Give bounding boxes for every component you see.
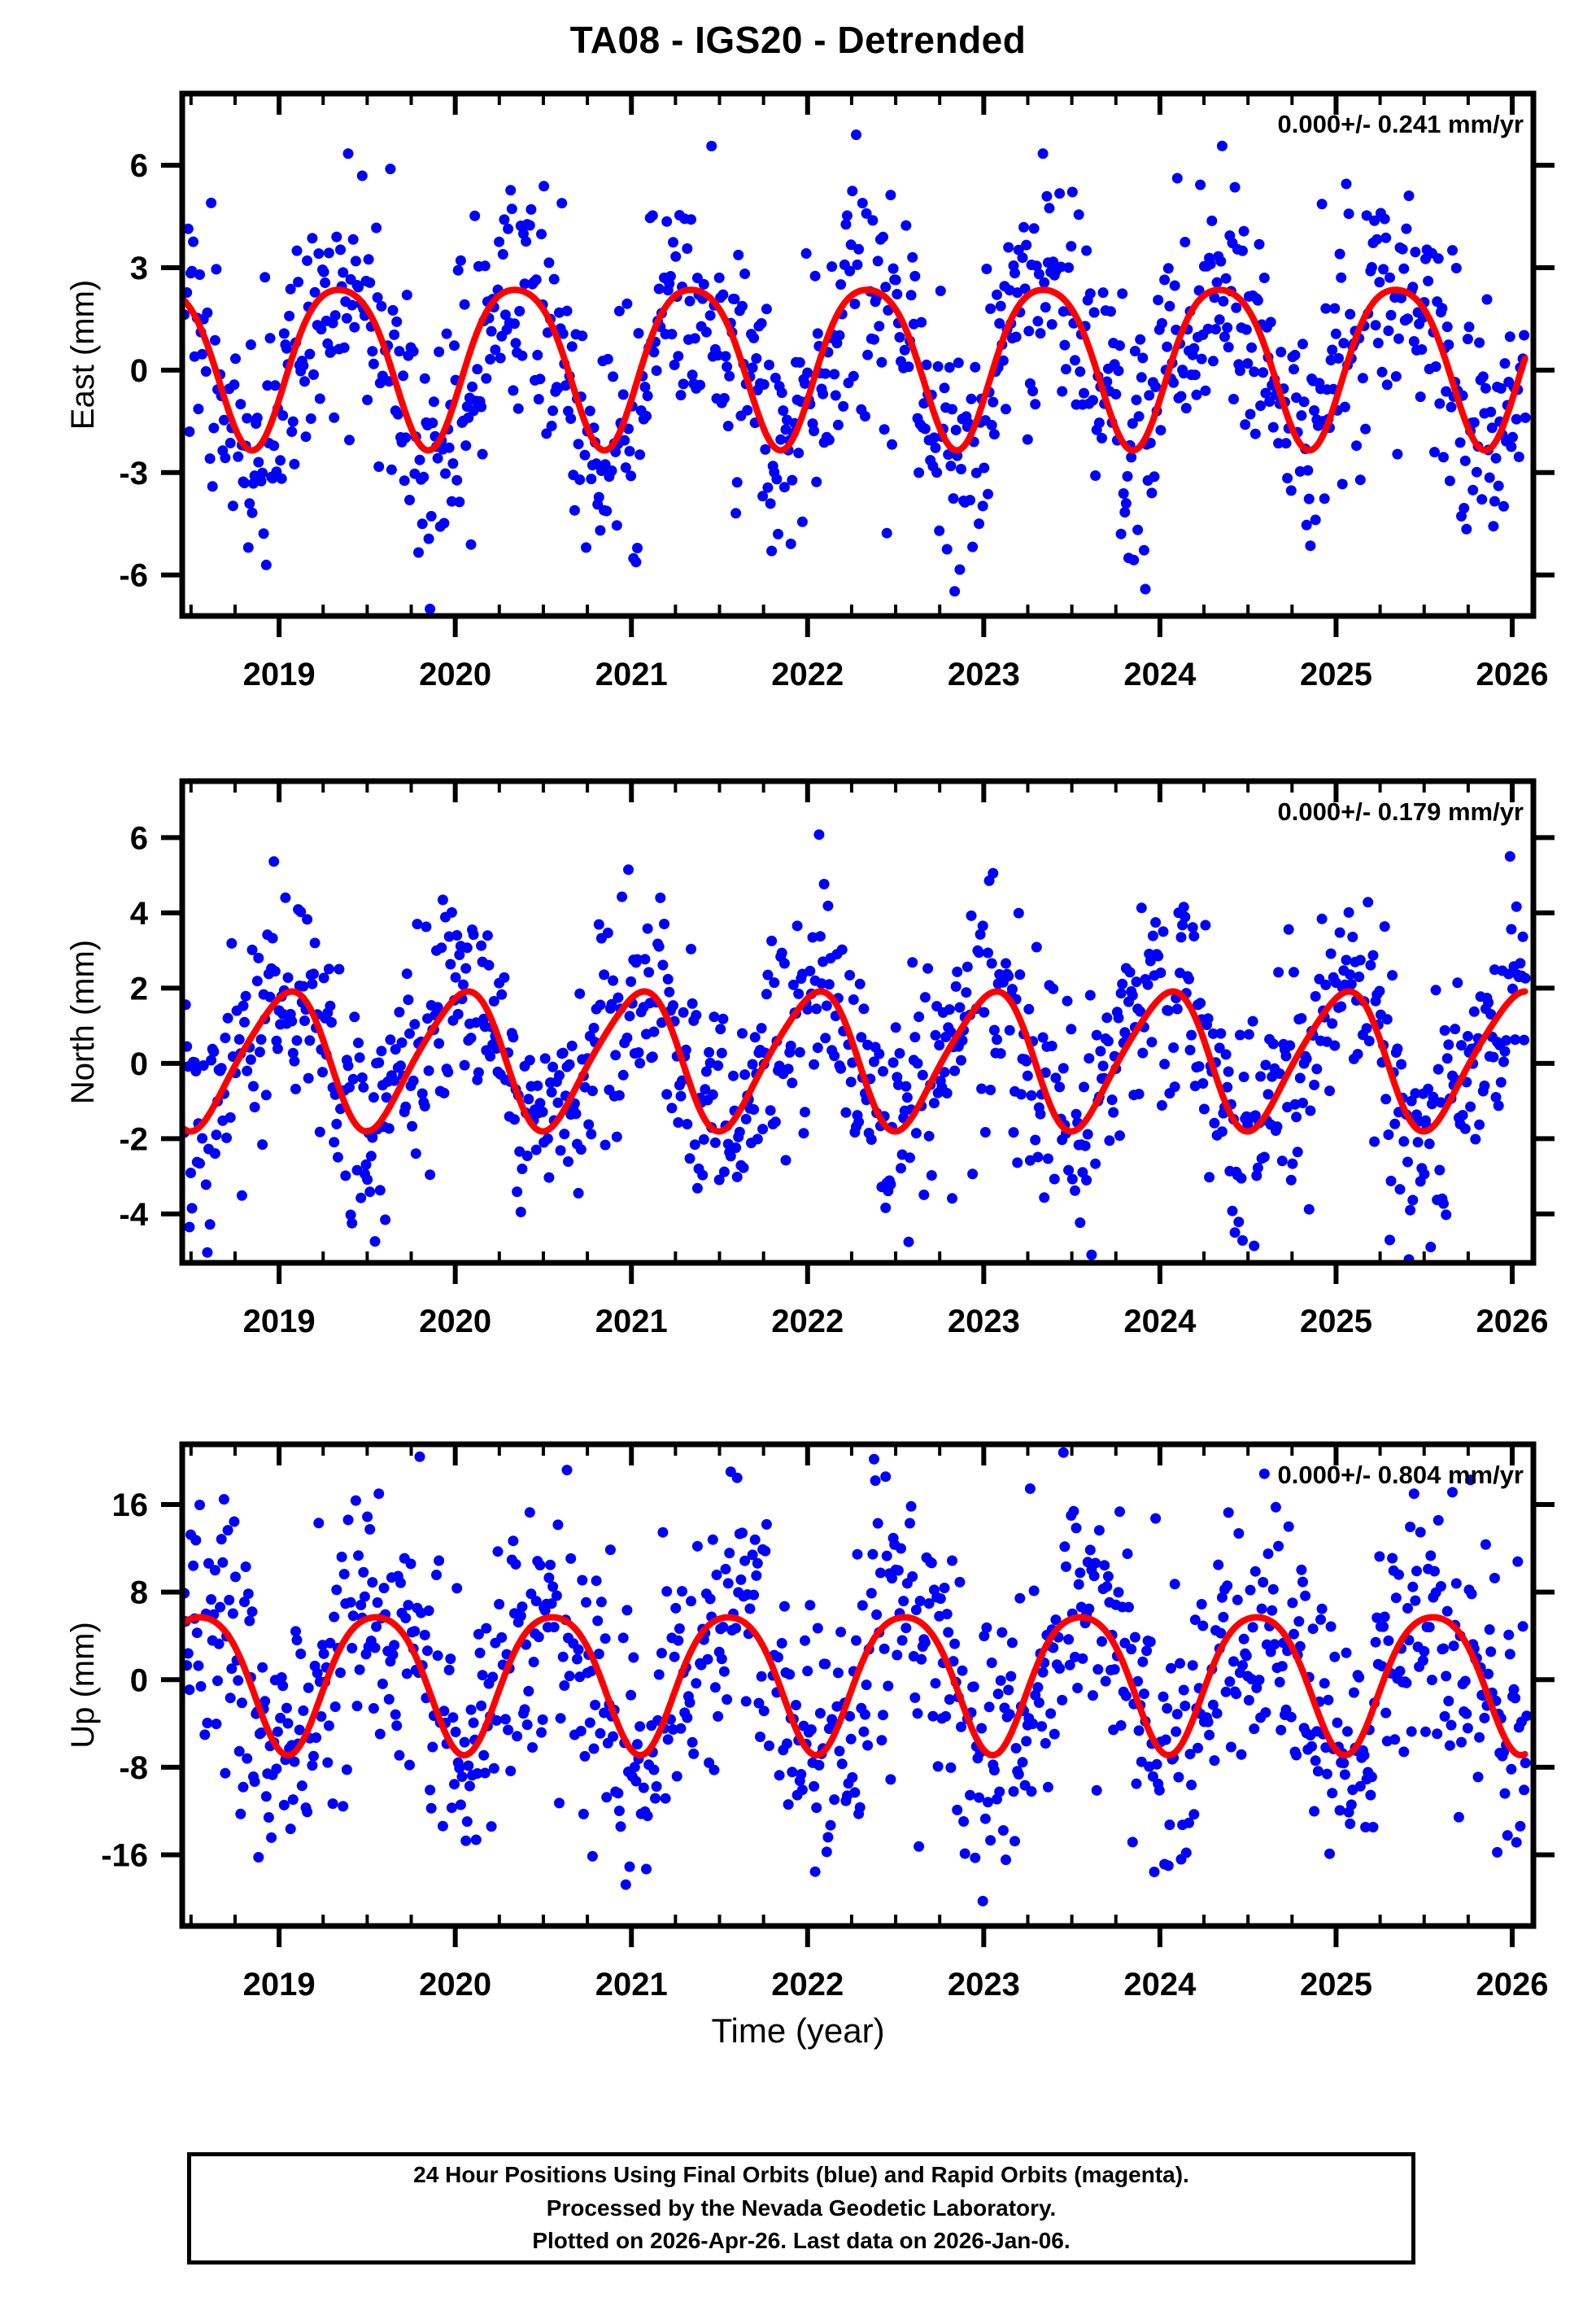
- y-tick-label: -2: [119, 1121, 148, 1157]
- panel-north: 2019 2020 2021 2022 2023 2024 2025 2026 6 4 2 0 -2 -4…: [65, 778, 1555, 1339]
- x-tick-label: 2024: [1123, 1304, 1197, 1339]
- y-tick-label: 2: [130, 971, 148, 1007]
- x-tick-label: 2024: [1123, 1967, 1197, 2002]
- plot-frame: [179, 90, 1537, 619]
- plot-frame: [179, 778, 1537, 1266]
- caption-line-2: Processed by the Nevada Geodetic Laborat…: [546, 2195, 1057, 2221]
- y-axis-label: Up (mm): [65, 1622, 101, 1749]
- y-tick-label: 0: [130, 1662, 148, 1698]
- caption-line-3: Plotted on 2026-Apr-26. Last data on 202…: [532, 2228, 1071, 2254]
- x-axis-ticks: 2019 2020 2021 2022 2023 2024 2025 2026: [243, 781, 1549, 1339]
- y-axis-ticks: 6 4 2 0 -2 -4: [119, 820, 1555, 1233]
- y-tick-label: 0: [130, 1046, 148, 1082]
- y-tick-label: 16: [112, 1487, 149, 1523]
- rate-annotation: 0.000+/- 0.179 mm/yr: [1278, 797, 1524, 826]
- y-tick-label: -16: [101, 1838, 148, 1874]
- x-tick-label: 2024: [1123, 657, 1197, 692]
- caption-line-1: 24 Hour Positions Using Final Orbits (bl…: [413, 2162, 1189, 2188]
- y-tick-label: 6: [130, 148, 148, 184]
- data-layer: [182, 829, 1531, 1263]
- chart-up: 2019 2020 2021 2022 2023 2024 2025 2026 16 8 0 -8 -1…: [65, 1441, 1555, 2002]
- x-tick-label: 2019: [243, 1967, 316, 2002]
- x-tick-label: 2019: [243, 657, 316, 692]
- data-layer: [182, 1447, 1533, 1906]
- y-tick-label: 6: [130, 820, 148, 856]
- x-tick-label: 2020: [419, 1304, 491, 1339]
- rate-annotation: 0.000+/- 0.804 mm/yr: [1278, 1461, 1524, 1489]
- panel-east: 2019 2020 2021 2022 2023 2024 2025 2026 6 3 0 -3 -6 E…: [0, 0, 1596, 722]
- y-axis-label: North (mm): [65, 940, 101, 1104]
- x-tick-label: 2022: [771, 1967, 844, 2002]
- y-tick-label: -3: [119, 456, 148, 491]
- y-tick-label: 3: [130, 251, 148, 286]
- y-axis-ticks: 16 8 0 -8 -16: [101, 1487, 1555, 1874]
- y-axis-ticks: 6 3 0 -3 -6: [119, 148, 1555, 594]
- x-tick-label: 2022: [771, 657, 844, 692]
- caption-box: 24 Hour Positions Using Final Orbits (bl…: [187, 2152, 1415, 2265]
- chart-east: 2019 2020 2021 2022 2023 2024 2025 2026 6 3 0 -3 -6 E…: [65, 90, 1555, 692]
- x-tick-label: 2023: [948, 1967, 1020, 2002]
- x-tick-label: 2019: [243, 1304, 316, 1339]
- data-layer: [182, 129, 1531, 614]
- x-tick-label: 2022: [771, 1304, 844, 1339]
- x-tick-label: 2026: [1476, 1967, 1549, 2002]
- x-minor-ticks: [189, 781, 1470, 1263]
- y-tick-label: 0: [130, 353, 148, 389]
- x-tick-label: 2023: [948, 657, 1020, 692]
- x-tick-label: 2021: [595, 657, 668, 692]
- x-tick-label: 2023: [948, 1304, 1020, 1339]
- x-axis-ticks: 2019 2020 2021 2022 2023 2024 2025 2026: [243, 94, 1549, 692]
- x-tick-label: 2026: [1476, 1304, 1549, 1339]
- x-tick-label: 2020: [419, 657, 491, 692]
- model-curve: [182, 286, 1528, 454]
- y-tick-label: -4: [119, 1197, 148, 1233]
- y-tick-label: 8: [130, 1575, 148, 1611]
- x-minor-ticks: [189, 94, 1470, 616]
- x-tick-label: 2025: [1300, 1967, 1372, 2002]
- rate-annotation: 0.000+/- 0.241 mm/yr: [1278, 110, 1524, 138]
- figure-title: TA08 - IGS20 - Detrended: [569, 19, 1027, 61]
- x-tick-label: 2021: [595, 1967, 668, 2002]
- model-curve: [182, 1614, 1528, 1759]
- x-axis-title: Time (year): [711, 2011, 885, 2050]
- x-tick-label: 2026: [1476, 657, 1549, 692]
- y-tick-label: -8: [119, 1750, 148, 1786]
- y-axis-label: East (mm): [65, 280, 101, 430]
- panel-up: 2019 2020 2021 2022 2023 2024 2025 2026 16 8 0 -8 -1…: [65, 1441, 1555, 2002]
- x-tick-label: 2020: [419, 1967, 491, 2002]
- x-minor-ticks: [189, 1444, 1470, 1926]
- x-tick-label: 2025: [1300, 657, 1372, 692]
- x-tick-label: 2025: [1300, 1304, 1372, 1339]
- model-curve: [182, 988, 1528, 1135]
- x-tick-label: 2021: [595, 1304, 668, 1339]
- plot-frame: [179, 1441, 1537, 1929]
- y-tick-label: 4: [130, 896, 149, 932]
- x-axis-ticks: 2019 2020 2021 2022 2023 2024 2025 2026: [243, 1444, 1549, 2002]
- y-tick-label: -6: [119, 558, 148, 594]
- chart-north: 2019 2020 2021 2022 2023 2024 2025 2026 6 4 2 0 -2 -4…: [65, 778, 1555, 1339]
